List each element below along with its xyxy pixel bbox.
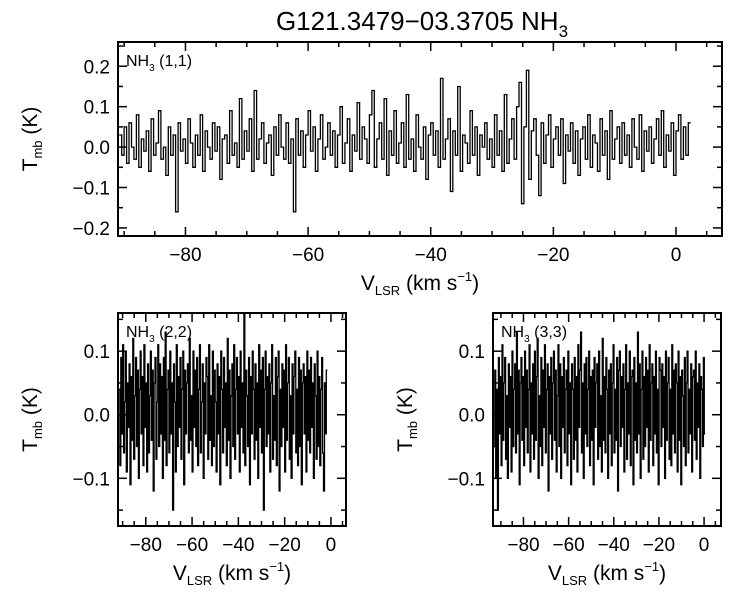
y-axis-label-sub: mb	[30, 421, 45, 439]
y-axis-label-rest: (K)	[19, 387, 42, 421]
y-axis-label-sub: mb	[405, 421, 420, 439]
x-axis-label-rest: (km s	[400, 272, 457, 295]
y-tick-label: 0.2	[84, 57, 110, 78]
x-axis-label-main: V	[361, 272, 375, 295]
x-tick-label: −80	[507, 535, 539, 556]
panel-nh3-22: −80 −60 −40 −20 0 −0.1 0.0 0.1 NH3 (2,2) VLSR (km…	[19, 312, 347, 588]
y-axis-label-rest: (K)	[19, 107, 42, 141]
x-tick-label: −80	[169, 245, 201, 266]
x-axis-label: VLSR (km s−1)	[173, 559, 291, 588]
y-tick-label: 0.0	[84, 138, 110, 159]
x-tick-label: 0	[671, 245, 682, 266]
x-axis-label-sub: LSR	[187, 573, 212, 588]
x-axis-label-sub: LSR	[375, 283, 400, 298]
x-axis-label: VLSR (km s−1)	[548, 559, 666, 588]
y-axis-label-rest: (K)	[394, 387, 417, 421]
panel-nh3-11: −80 −60 −40 −20 0 −0.2 −0.1 0.0 0.1 0.2 NH3 (1,1) V…	[19, 41, 723, 298]
x-tick-label: −20	[269, 535, 301, 556]
x-tick-label: −40	[415, 245, 447, 266]
y-axis-label: Tmb (K)	[19, 107, 45, 172]
y-axis-label-main: T	[19, 439, 42, 452]
figure-title-sub: 3	[559, 22, 568, 41]
x-tick-label: −40	[222, 535, 254, 556]
axes-frame	[492, 312, 722, 527]
y-axis-label-main: T	[394, 439, 417, 452]
spectrum-trace	[118, 313, 328, 511]
y-axis-label: Tmb (K)	[394, 387, 420, 452]
x-axis-label-end: )	[472, 272, 479, 295]
panel-label-sub: 3	[149, 334, 155, 345]
panel-label-rest: (1,1)	[155, 53, 192, 70]
x-axis-label-end: )	[659, 562, 666, 585]
y-axis-label: Tmb (K)	[19, 387, 45, 452]
x-tick-label: 0	[699, 535, 710, 556]
panel-label-main: NH	[126, 53, 149, 70]
x-axis-label-sup: −1	[457, 269, 472, 284]
panel-label-main: NH	[501, 324, 524, 341]
x-axis-label-main: V	[548, 562, 562, 585]
x-axis-label-main: V	[173, 562, 187, 585]
figure-title-main: G121.3479−03.3705 NH	[276, 6, 559, 36]
panel-label-sub: 3	[149, 63, 155, 74]
y-tick-label: −0.1	[72, 469, 110, 490]
x-tick-label: −20	[643, 535, 675, 556]
panel-label-rest: (3,3)	[530, 324, 567, 341]
spectrum-trace	[493, 331, 706, 511]
panel-label-main: NH	[126, 324, 149, 341]
x-tick-label: −40	[598, 535, 630, 556]
axes-frame	[117, 41, 723, 237]
panel-label-sub: 3	[524, 334, 530, 345]
x-tick-label: −60	[176, 535, 208, 556]
x-tick-label: −60	[292, 245, 324, 266]
panel-label: NH3 (2,2)	[126, 324, 192, 345]
x-axis-label: VLSR (km s−1)	[361, 269, 479, 298]
panel-label: NH3 (3,3)	[501, 324, 567, 345]
panel-label-rest: (2,2)	[155, 324, 192, 341]
panel-label: NH3 (1,1)	[126, 53, 192, 74]
y-tick-label: 0.1	[84, 98, 110, 119]
y-axis-label-main: T	[19, 158, 42, 171]
figure-title: G121.3479−03.3705 NH3	[276, 6, 568, 41]
x-tick-label: 0	[326, 535, 337, 556]
axes-frame	[117, 312, 347, 527]
spectrum-trace	[119, 69, 691, 213]
x-tick-label: −80	[130, 535, 162, 556]
x-axis-label-sup: −1	[644, 559, 659, 574]
y-tick-label: −0.1	[72, 179, 110, 200]
y-tick-label: −0.2	[72, 219, 110, 240]
y-axis-label-sub: mb	[30, 140, 45, 158]
y-tick-label: −0.1	[447, 469, 485, 490]
x-axis-label-sup: −1	[269, 559, 284, 574]
x-axis-label-sub: LSR	[562, 573, 587, 588]
x-tick-label: −20	[537, 245, 569, 266]
y-tick-label: 0.0	[459, 406, 485, 427]
panel-nh3-33: −80 −60 −40 −20 0 −0.1 0.0 0.1 NH3 (3,3) VLSR (km…	[394, 312, 722, 588]
y-tick-label: 0.1	[459, 342, 485, 363]
y-tick-label: 0.1	[84, 342, 110, 363]
x-tick-label: −60	[553, 535, 585, 556]
x-axis-label-rest: (km s	[212, 562, 269, 585]
x-axis-label-end: )	[284, 562, 291, 585]
x-axis-label-rest: (km s	[587, 562, 644, 585]
y-tick-label: 0.0	[84, 406, 110, 427]
